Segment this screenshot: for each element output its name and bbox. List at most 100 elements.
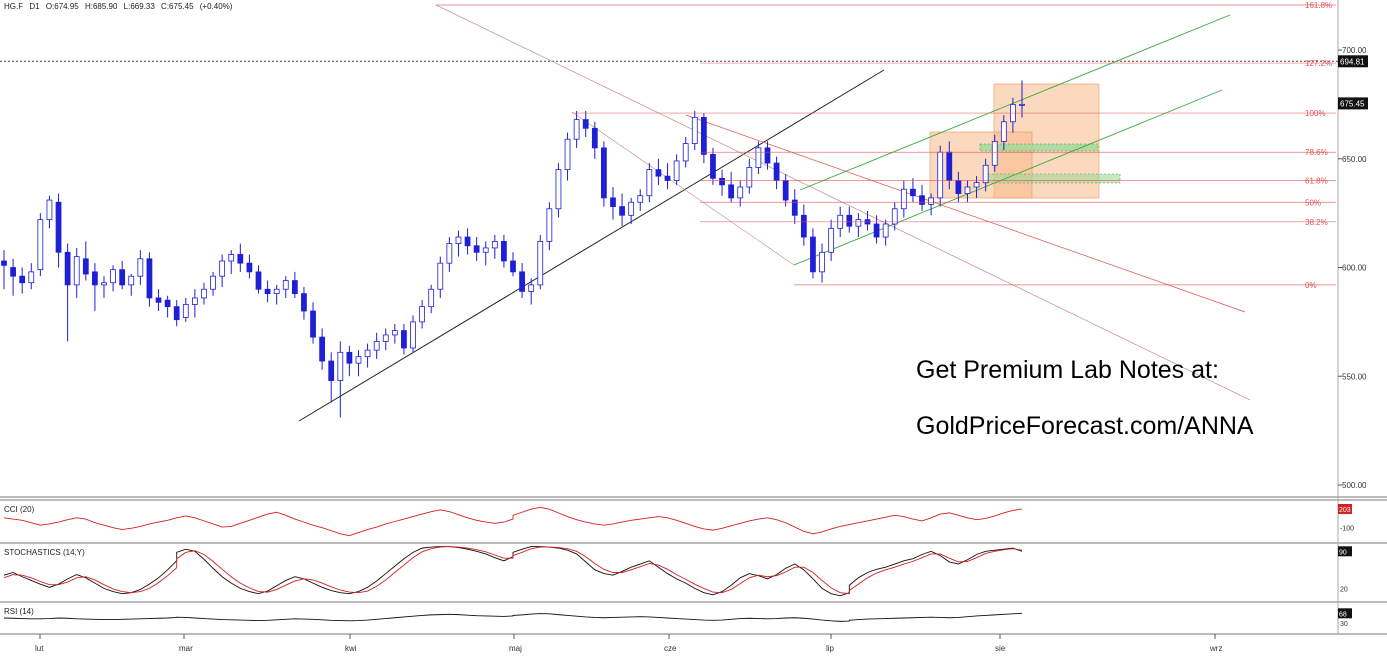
candle-body — [37, 219, 44, 271]
candle-body — [846, 214, 853, 227]
candle-body — [291, 280, 298, 294]
x-tick-label: sie — [995, 644, 1006, 653]
candle-body — [482, 247, 489, 253]
indicator-level: 30 — [1340, 621, 1348, 628]
candle-body — [755, 147, 762, 168]
candle-body — [655, 169, 662, 177]
y-tick-label: 600.00 — [1342, 264, 1367, 273]
candle-body — [82, 258, 89, 275]
candle-body — [955, 180, 962, 194]
candle-body — [619, 206, 625, 216]
price-label-box — [1338, 55, 1368, 68]
candle-body — [673, 160, 680, 181]
candle-body — [346, 351, 353, 364]
price-label: 694.81 — [1340, 57, 1365, 66]
open-value: O:674.95 — [45, 2, 79, 11]
change-value: (+0.40%) — [199, 2, 233, 11]
candle-body — [637, 195, 644, 203]
candle-body — [937, 151, 944, 199]
candle-body — [991, 140, 998, 166]
symbol: HG.F — [4, 2, 24, 11]
indicator-line — [3, 612, 1023, 622]
candle-body — [610, 197, 616, 207]
x-tick-label: cze — [664, 644, 677, 653]
trendlines — [298, 4, 1251, 422]
candle-body — [73, 256, 80, 286]
candle-body — [437, 262, 444, 290]
channel-line — [793, 89, 1223, 266]
x-tick-label: wrz — [1209, 644, 1222, 653]
candle-body — [964, 186, 971, 194]
candle-body — [319, 336, 326, 362]
indicator-level: 20 — [1340, 586, 1348, 593]
candle-body — [255, 271, 262, 290]
candle-body — [946, 151, 953, 181]
x-tick-label: lip — [826, 644, 835, 653]
candle-body — [746, 167, 753, 188]
candle-body — [355, 356, 362, 364]
promo-line-1: Get Premium Lab Notes at: — [916, 356, 1219, 384]
candle-body — [137, 258, 144, 277]
candle-body — [46, 199, 53, 221]
candle-body — [273, 288, 280, 294]
x-tick-label: mar — [179, 644, 193, 653]
y-tick-label: 500.00 — [1342, 481, 1367, 490]
candle-body — [900, 188, 907, 210]
candle-body — [164, 299, 171, 308]
candle-body — [264, 288, 271, 294]
grid — [0, 0, 1387, 635]
y-tick-label: 700.00 — [1342, 46, 1367, 55]
descending-line — [571, 111, 795, 266]
candle-body — [146, 258, 153, 299]
candle-body — [110, 269, 116, 284]
candle-body — [882, 223, 889, 238]
candle-body — [510, 260, 516, 273]
indicator-value-box — [1338, 608, 1352, 619]
fib-label: 0% — [1305, 281, 1317, 290]
candle-body — [210, 275, 216, 290]
candle-body — [737, 186, 744, 199]
candle-body — [337, 351, 344, 382]
candle-body — [682, 143, 689, 162]
candle-body — [1019, 103, 1025, 106]
candle-body — [800, 214, 807, 238]
candle-body — [764, 147, 771, 164]
candle-body — [92, 271, 98, 286]
fib-label: 38.2% — [1305, 218, 1328, 227]
candle-body — [410, 321, 416, 349]
candle-body — [128, 275, 135, 286]
candle-body — [173, 306, 180, 321]
candle-body — [528, 284, 535, 292]
candle-body — [982, 164, 989, 184]
indicator-title: RSI (14) — [4, 607, 34, 616]
candle-body — [10, 267, 16, 277]
candle-body — [237, 254, 244, 264]
candle-body — [373, 341, 380, 351]
indicator-title: CCI (20) — [4, 505, 35, 514]
candle-body — [301, 293, 307, 312]
candle-body — [555, 169, 562, 210]
indicator-value-box — [1338, 546, 1352, 557]
fib-label: 161.8% — [1305, 1, 1332, 10]
candle-body — [201, 288, 207, 299]
candle-body — [219, 260, 226, 277]
fib-label: 127.2% — [1305, 59, 1332, 68]
candle-body — [64, 251, 71, 286]
indicator-title: STOCHASTICS (14,Y) — [4, 548, 85, 557]
candle-body — [601, 147, 607, 199]
uptrend-line — [298, 69, 885, 422]
candle-body — [582, 119, 589, 129]
low-value: L:669.33 — [123, 2, 155, 11]
candle-body — [810, 236, 816, 273]
candle-body — [919, 195, 925, 205]
candle-body — [819, 251, 825, 273]
candle-body — [473, 245, 480, 253]
candle-body — [700, 117, 707, 155]
fib-label: 61.8% — [1305, 177, 1328, 186]
candle-body — [446, 243, 453, 264]
x-tick-label: kwi — [345, 644, 357, 653]
candle-body — [1, 260, 7, 266]
candle-body — [782, 180, 789, 201]
candle-body — [628, 201, 635, 216]
